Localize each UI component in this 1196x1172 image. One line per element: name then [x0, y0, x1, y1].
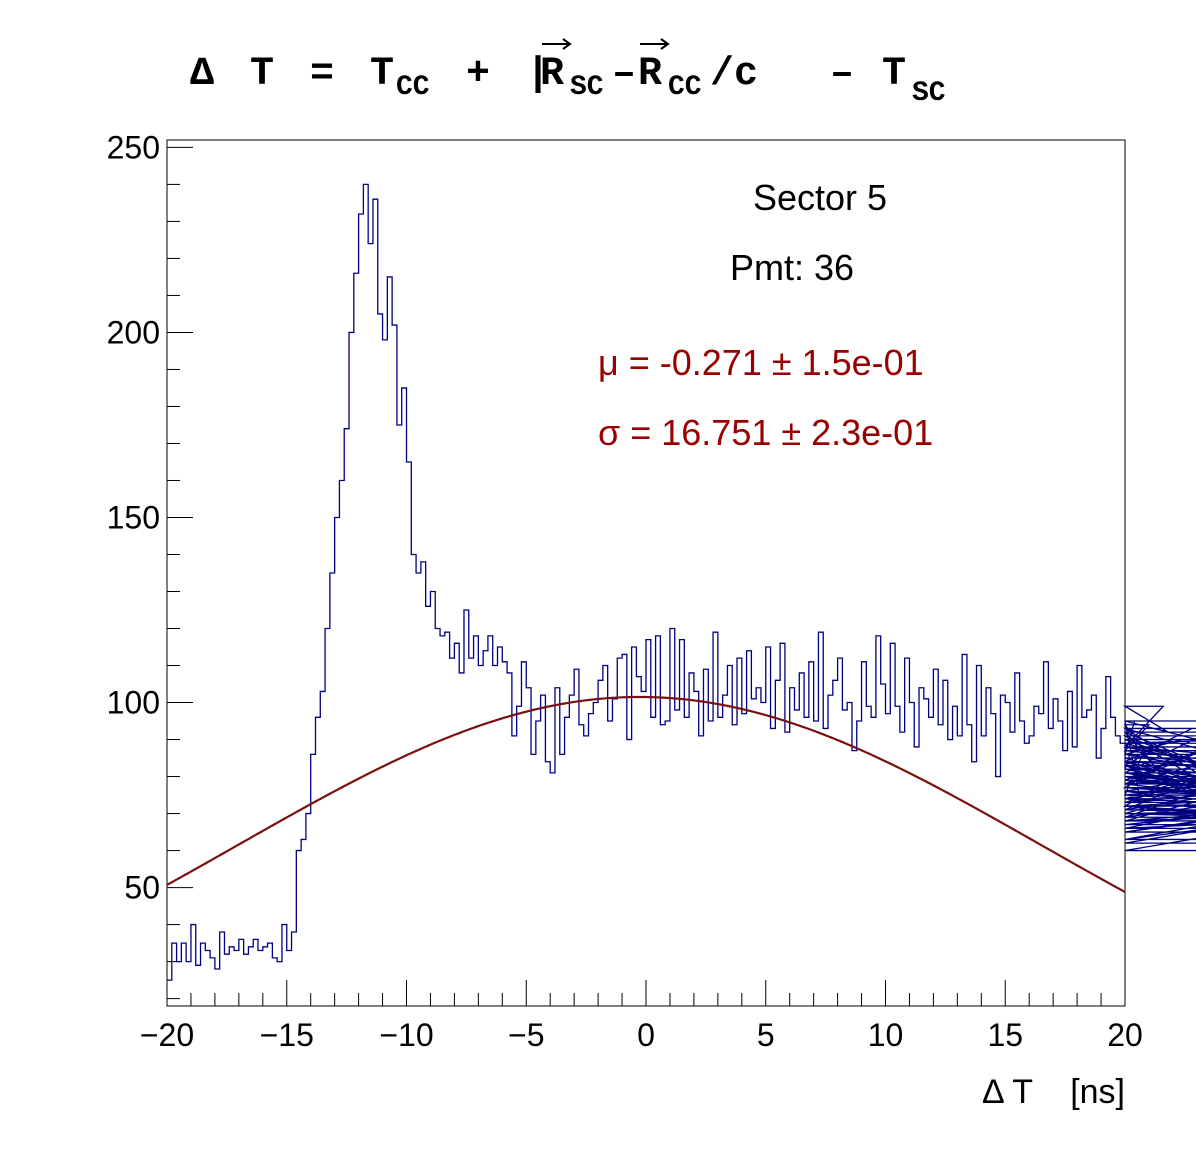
x-axis-label: Δ T [ns]	[982, 1073, 1125, 1111]
title-eq: =	[310, 52, 334, 97]
y-tick-label: 100	[107, 685, 160, 721]
title-slash-c: /c	[710, 52, 758, 97]
title-sub-cc: CC	[668, 72, 702, 103]
y-tick-label: 150	[107, 499, 160, 535]
chart-title: Δ T = T CC + | R SC – R CC /c – T SC	[190, 38, 946, 109]
x-tick-label: −20	[140, 1017, 194, 1053]
x-tick-label: −10	[379, 1017, 433, 1053]
sector-label: Sector 5	[753, 177, 887, 218]
x-tick-label: −5	[508, 1017, 544, 1053]
mu-label: μ = -0.271 ± 1.5e-01	[598, 342, 924, 383]
title-T: T	[370, 52, 394, 97]
title-sub-sc: SC	[570, 72, 604, 103]
x-tick-label: −15	[260, 1017, 314, 1053]
y-tick-label: 200	[107, 314, 160, 350]
title-minus: –	[830, 52, 854, 97]
gaussian-fit-curve	[166, 695, 1126, 893]
title-R: R	[638, 52, 662, 97]
title-minus: –	[612, 52, 636, 97]
title-delta: Δ	[190, 52, 214, 97]
title-sub-sc: SC	[912, 78, 946, 109]
x-tick-label: 20	[1107, 1017, 1143, 1053]
y-tick-label: 250	[107, 129, 160, 165]
vector-arrow-icon	[542, 38, 670, 50]
title-T: T	[250, 52, 274, 97]
x-tick-label: 0	[637, 1017, 655, 1053]
x-tick-labels: −20 −15 −10 −5 0 5 10 15 20	[140, 1017, 1143, 1053]
title-bar-left: |	[526, 52, 550, 97]
histogram-series	[167, 183, 1196, 981]
title-plus: +	[466, 52, 490, 97]
sigma-label: σ = 16.751 ± 2.3e-01	[598, 412, 933, 453]
title-R: R	[540, 52, 564, 97]
plot-frame	[166, 139, 1126, 1007]
title-sub-cc: CC	[396, 72, 430, 103]
y-tick-labels: 50 100 150 200 250	[107, 129, 160, 905]
x-tick-label: 10	[868, 1017, 904, 1053]
title-T: T	[882, 52, 906, 97]
y-tick-label: 50	[124, 870, 160, 906]
x-tick-label: 5	[757, 1017, 775, 1053]
pmt-label: Pmt: 36	[730, 247, 854, 288]
axis-ticks	[166, 146, 1126, 1006]
x-tick-label: 15	[987, 1017, 1023, 1053]
